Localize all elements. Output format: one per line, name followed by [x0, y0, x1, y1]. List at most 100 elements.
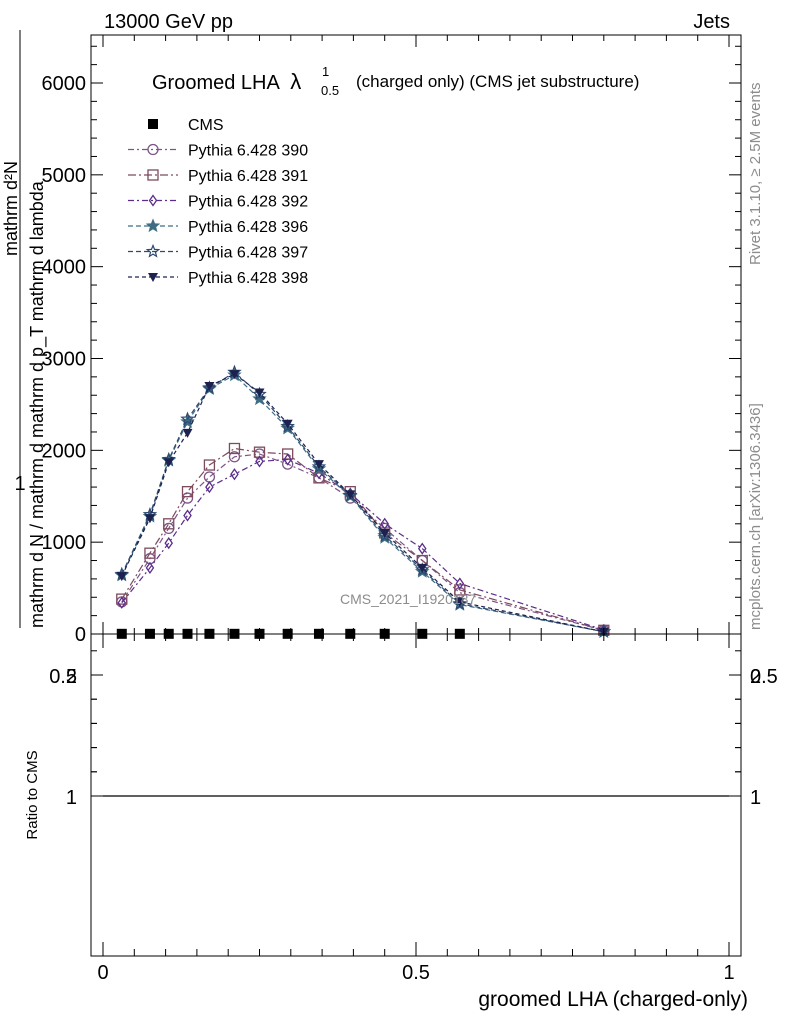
x-tick-label: 0.5 — [402, 962, 430, 984]
ratio-y-label: Ratio to CMS — [24, 750, 41, 839]
legend-label: Pythia 6.428 396 — [188, 219, 308, 236]
series-line — [121, 447, 604, 631]
data-point-diamond — [230, 468, 239, 481]
legend-label: Pythia 6.428 391 — [188, 168, 308, 185]
data-point-square — [148, 119, 158, 129]
title-main: Groomed LHA — [152, 72, 280, 94]
data-point-diamond — [255, 455, 264, 468]
data-point-star — [311, 459, 327, 474]
data-point-star — [180, 411, 195, 426]
ratio-plot-panel: 0.5 0.5 1 1 2 2 0 0.5 1 Ratio to CMS groomed LHA… — [24, 633, 778, 1011]
data-point-star — [377, 528, 392, 542]
ratio-y-tick-label-right: 0.5 — [750, 666, 778, 688]
title-subscript: 0.5 — [321, 83, 339, 98]
legend-entry: Pythia 6.428 398 — [128, 270, 308, 287]
data-point-square — [313, 472, 325, 484]
series-line — [121, 458, 604, 631]
legend-entry: Pythia 6.428 391 — [128, 168, 308, 185]
data-point-circle — [228, 451, 241, 463]
x-tick-label: 1 — [723, 962, 734, 984]
ratio-y-tick-label-right: 1 — [750, 787, 761, 809]
y-label-upper: mathrm d²N — [1, 161, 21, 256]
plot-title: Groomed LHA λ — [152, 69, 301, 94]
data-point-diamond — [205, 480, 214, 494]
data-point-square — [144, 547, 156, 559]
data-point-square — [147, 169, 159, 181]
main-y-axis: 0 1000 2000 3000 4000 5000 6000 — [42, 35, 741, 646]
data-point-triangle — [345, 490, 356, 500]
ratio-y-tick-label-right: 2 — [750, 666, 761, 688]
rivet-label: Rivet 3.1.10, ≥ 2.5M events — [747, 83, 764, 266]
data-point-triangle — [313, 460, 324, 470]
legend-label: CMS — [188, 117, 224, 134]
data-point-diamond — [117, 596, 127, 609]
header-category: Jets — [693, 11, 730, 33]
data-point-square — [203, 459, 216, 471]
data-point-triangle — [282, 419, 293, 429]
data-point-triangle — [454, 597, 465, 607]
legend-label: Pythia 6.428 392 — [188, 194, 308, 211]
series-pythia-6-428-391 — [116, 442, 610, 636]
legend-label: Pythia 6.428 398 — [188, 270, 308, 287]
data-point-star — [145, 218, 161, 233]
legend: CMS Pythia 6.428 390 Pythia 6.428 391 Pythi… — [128, 117, 308, 287]
data-point-triangle — [417, 563, 428, 573]
header-process: 13000 GeV pp — [104, 11, 233, 33]
data-point-triangle — [182, 428, 193, 438]
data-point-star — [145, 243, 161, 258]
series-line — [121, 373, 604, 633]
title-rest: (charged only) (CMS jet substructure) — [356, 72, 639, 91]
series-pythia-6-428-398 — [116, 370, 609, 637]
title-superscript: 1 — [322, 64, 329, 79]
series-line — [121, 453, 604, 631]
ratio-y-tick-label: 2 — [66, 666, 77, 688]
legend-entry: Pythia 6.428 390 — [128, 143, 308, 160]
legend-label: Pythia 6.428 397 — [188, 245, 308, 262]
series-pythia-6-428-392 — [117, 453, 609, 637]
data-point-triangle — [116, 572, 127, 582]
y-label-denominator: mathrm d N / mathrm d mathrm d p_T mathr… — [27, 180, 48, 628]
legend-entry: Pythia 6.428 397 — [128, 243, 308, 262]
data-point-diamond — [183, 509, 192, 522]
ratio-plot-frame — [90, 633, 742, 957]
y-tick-label: 4000 — [42, 257, 87, 279]
data-point-diamond — [417, 542, 427, 555]
data-point-triangle — [163, 458, 174, 468]
y-tick-label: 0 — [75, 624, 86, 646]
data-point-triangle — [379, 528, 390, 538]
legend-entry: Pythia 6.428 392 — [128, 194, 308, 211]
y-tick-label: 2000 — [42, 440, 87, 462]
data-point-triangle — [144, 514, 155, 524]
legend-label: Pythia 6.428 390 — [188, 143, 308, 160]
ratio-y-tick-label: 1 — [66, 787, 77, 809]
data-point-diamond — [283, 453, 292, 466]
y-tick-label: 1000 — [42, 532, 87, 554]
main-y-axis-label: 1 mathrm d N / mathrm d mathrm d p_T mat… — [1, 30, 48, 628]
data-point-square — [228, 442, 241, 455]
data-point-triangle — [254, 388, 265, 398]
main-plot-layer — [114, 364, 612, 639]
y-tick-label: 6000 — [42, 73, 87, 95]
data-point-square — [181, 486, 194, 498]
data-point-diamond — [164, 536, 174, 550]
analysis-watermark: CMS_2021_I1920187 — [340, 591, 476, 607]
x-tick-label: 0 — [97, 962, 108, 984]
data-point-diamond — [148, 194, 158, 207]
data-point-circle — [203, 471, 216, 483]
data-point-diamond — [455, 577, 465, 590]
x-axis-label: groomed LHA (charged-only) — [478, 988, 748, 1011]
data-point-square — [116, 593, 128, 605]
data-point-diamond — [145, 561, 155, 575]
title-lambda-symbol: λ — [290, 69, 301, 94]
data-point-star — [280, 418, 295, 433]
legend-entry: CMS — [148, 117, 224, 134]
y-tick-label: 5000 — [42, 165, 87, 187]
series-line — [121, 371, 604, 633]
data-point-triangle — [148, 273, 158, 282]
data-point-square — [163, 518, 175, 530]
ratio-axes: 0.5 0.5 1 1 2 2 0 0.5 1 — [49, 634, 778, 984]
data-point-circle — [147, 143, 159, 156]
y-tick-label: 3000 — [42, 349, 87, 371]
ratio-y-tick-label: 0.5 — [49, 666, 77, 688]
